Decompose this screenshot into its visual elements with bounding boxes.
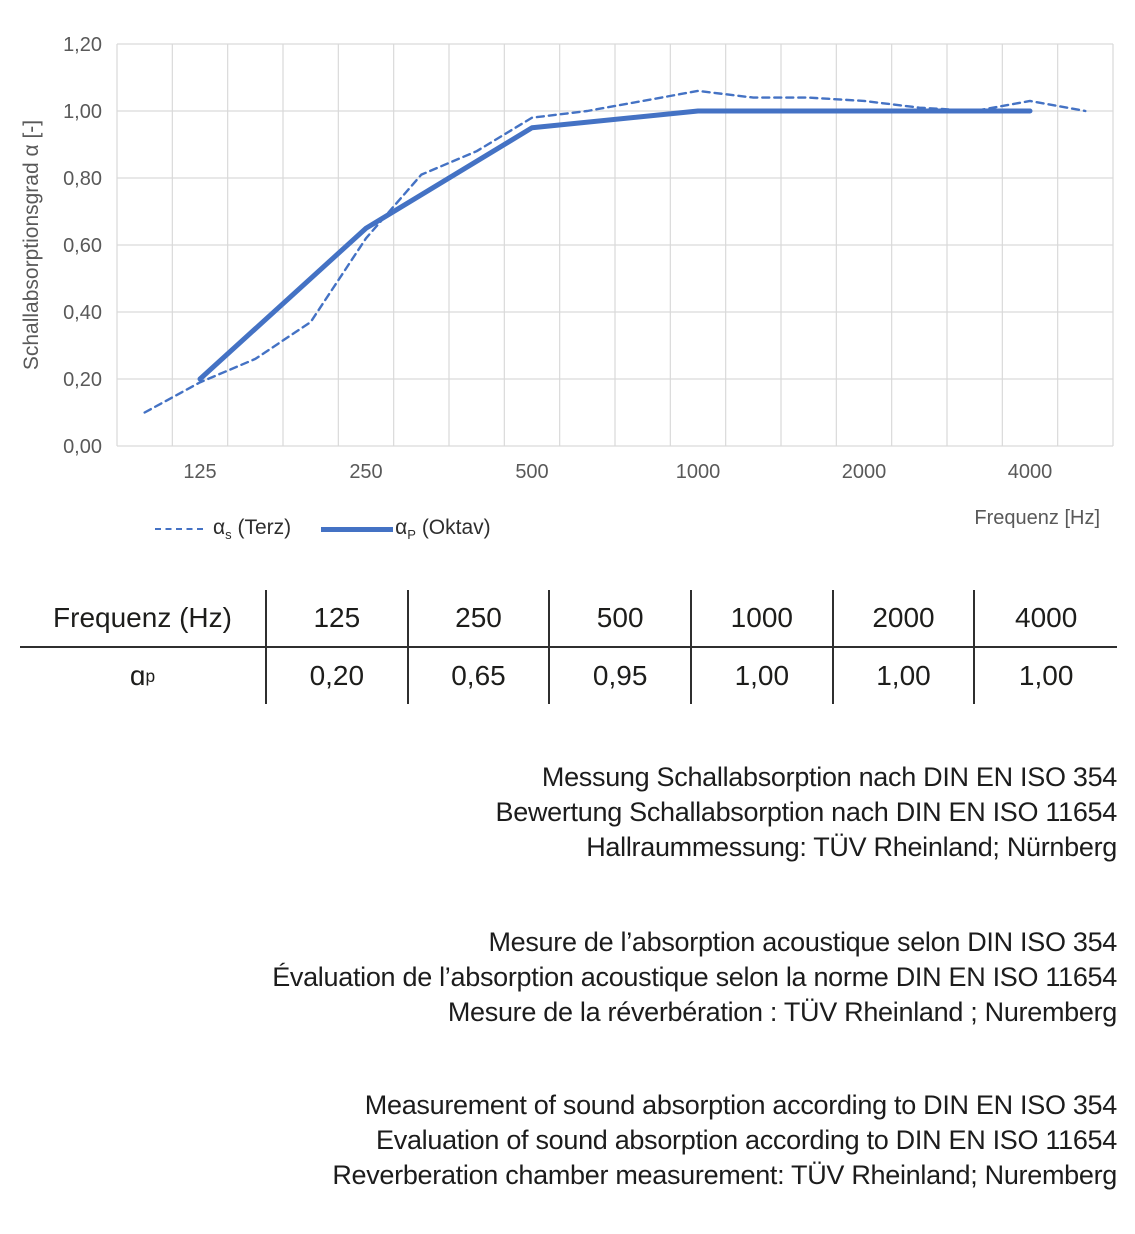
notes-german: Messung Schallabsorption nach DIN EN ISO…: [495, 760, 1118, 865]
x-axis-title: Frequenz [Hz]: [974, 507, 1100, 529]
series-line-terz: [143, 89, 1087, 414]
note-line: Mesure de la réverbération : TÜV Rheinla…: [447, 997, 1117, 1027]
table-header-cell: 4000: [975, 590, 1117, 648]
notes-french: Mesure de l’absorption acoustique selon …: [272, 925, 1117, 1030]
legend-label-oktav: αP (Oktav): [395, 516, 491, 543]
note-line: Hallraummessung: TÜV Rheinland; Nürnberg: [586, 832, 1117, 862]
note-line: Reverberation chamber measurement: TÜV R…: [332, 1160, 1117, 1190]
y-tick-label: 0,60: [63, 235, 102, 257]
y-tick-label: 1,00: [63, 101, 102, 123]
note-line: Bewertung Schallabsorption nach DIN EN I…: [495, 797, 1118, 827]
y-tick-label: 0,80: [63, 168, 102, 190]
y-tick-label: 0,40: [63, 302, 102, 324]
series-line-oktav: [197, 108, 1033, 382]
note-line: Évaluation de l’absorption acoustique se…: [272, 962, 1117, 992]
y-tick-label: 0,20: [63, 369, 102, 391]
legend-label-terz: αs (Terz): [213, 516, 292, 543]
legend-item-oktav: αP (Oktav): [321, 516, 491, 542]
table-header-cell: Frequenz (Hz): [20, 590, 267, 648]
x-tick-label: 4000: [1008, 461, 1053, 483]
note-line: Measurement of sound absorption accordin…: [364, 1090, 1118, 1120]
x-tick-label: 250: [349, 461, 382, 483]
legend-item-terz: αs (Terz): [155, 516, 291, 542]
y-axis-title: Schallabsorptionsgrad α [-]: [20, 120, 43, 370]
x-tick-label: 500: [515, 461, 548, 483]
solid-line-sample-icon: [321, 526, 394, 532]
table-header-cell: 2000: [833, 590, 976, 648]
x-tick-label: 125: [183, 461, 216, 483]
table-header-cell: 500: [550, 590, 692, 648]
x-tick-label: 1000: [676, 461, 721, 483]
absorption-chart: 0,00 0,20 0,40 0,60 0,80 1,00 1,20 125 250 500 100…: [20, 34, 1114, 483]
chart-legend: αs (Terz) αP (Oktav): [155, 516, 491, 542]
note-line: Mesure de l’absorption acoustique selon …: [488, 927, 1117, 957]
note-line: Evaluation of sound absorption according…: [376, 1125, 1117, 1155]
table-value-cell: 1,00: [834, 648, 976, 704]
y-tick-label: 0,00: [63, 436, 102, 458]
table-value-cell: 0,95: [550, 648, 692, 704]
table-header-cell: 1000: [692, 590, 834, 648]
table-header-cell: 250: [408, 590, 551, 648]
table-value-cell: 1,00: [1018, 660, 1074, 691]
table-value-cell: 0,20: [267, 648, 409, 704]
note-line: Messung Schallabsorption nach DIN EN ISO…: [541, 762, 1117, 792]
x-tick-label: 2000: [842, 461, 887, 483]
table-value-cell: 0,65: [409, 648, 551, 704]
notes-english: Measurement of sound absorption accordin…: [332, 1088, 1117, 1193]
y-tick-label: 1,20: [63, 34, 102, 56]
dashed-line-sample-icon: [155, 528, 203, 531]
frequency-table: Frequenz (Hz) 125 250 500 1000 2000 4000…: [20, 590, 1117, 704]
table-header-cell: 125: [267, 590, 409, 648]
table-value-cell: 1,00: [692, 648, 834, 704]
